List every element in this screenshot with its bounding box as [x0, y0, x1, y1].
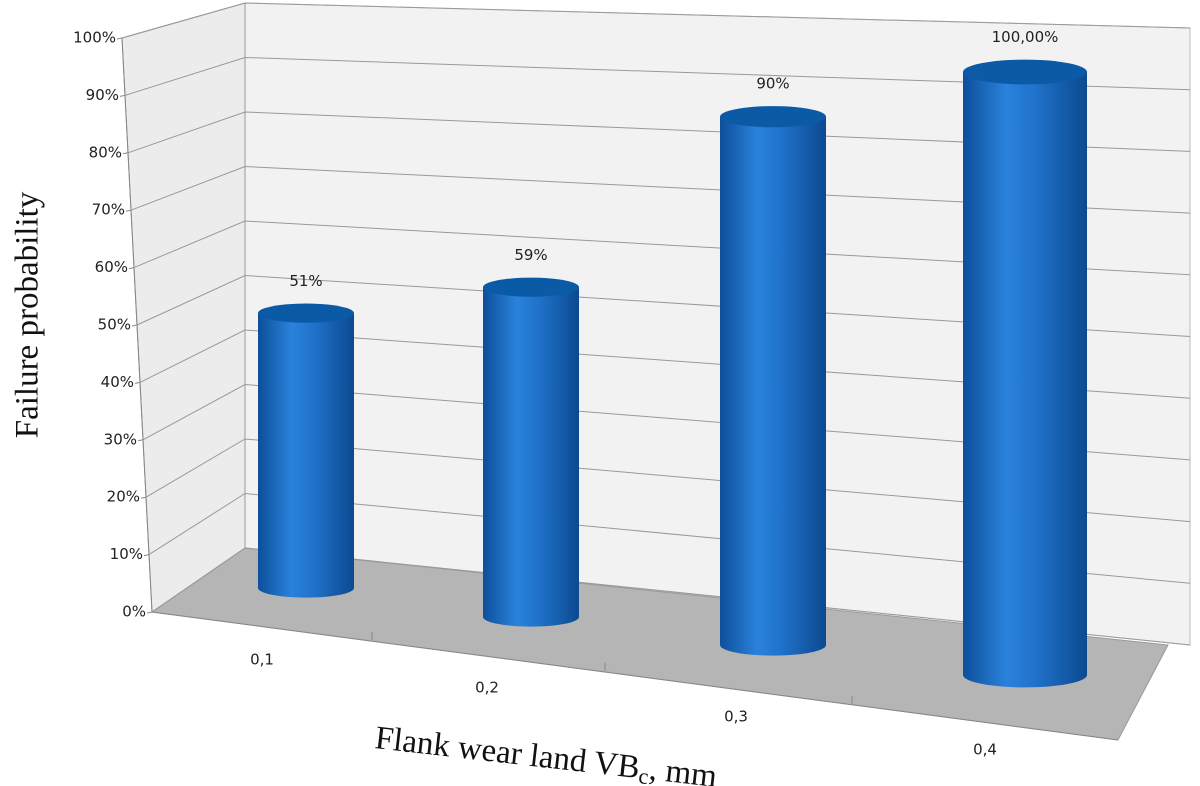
value-label: 90% — [756, 75, 789, 93]
y-tick — [131, 324, 138, 327]
grid-line — [148, 492, 1191, 584]
y-tick-label: 20% — [107, 488, 140, 506]
grid-line — [130, 165, 1191, 214]
x-axis-title-subscript: c — [637, 763, 650, 786]
grid-line — [133, 220, 1191, 276]
bar-top — [720, 106, 826, 128]
bar-body — [483, 287, 579, 627]
x-tick-label: 0,4 — [973, 741, 997, 759]
y-tick — [125, 209, 132, 212]
y-tick-label: 10% — [110, 545, 143, 563]
x-tick-label: 0,3 — [724, 708, 748, 726]
bar-body — [258, 313, 354, 598]
y-tick — [143, 554, 150, 557]
y-tick — [119, 94, 126, 97]
bar — [720, 106, 826, 656]
bar-top — [963, 59, 1087, 85]
grid-line — [142, 383, 1191, 461]
y-tick — [137, 439, 144, 442]
bar — [963, 59, 1087, 688]
y-axis — [121, 37, 153, 613]
value-label: 100,00% — [992, 28, 1059, 46]
y-axis-title: Failure probability — [10, 191, 46, 438]
x-tick-label: 0,2 — [475, 679, 499, 697]
bar — [258, 303, 354, 598]
y-tick-label: 70% — [92, 201, 125, 219]
y-tick-label: 30% — [104, 430, 137, 448]
bar-top — [258, 303, 354, 323]
grid-line — [145, 438, 1191, 523]
grid-line — [151, 547, 1191, 646]
bar-top — [483, 277, 579, 297]
y-tick-label: 50% — [98, 316, 131, 334]
y-tick — [128, 267, 135, 270]
y-tick-label: 0% — [122, 603, 146, 621]
y-tick-label: 80% — [89, 143, 122, 161]
y-tick — [140, 496, 147, 499]
grid-line — [127, 111, 1191, 154]
value-label: 51% — [289, 272, 322, 290]
bar — [483, 277, 579, 627]
bar-body — [963, 72, 1087, 688]
side-wall — [121, 2, 246, 613]
grid-line — [136, 274, 1191, 337]
grid-line — [124, 56, 1191, 96]
y-tick — [134, 381, 141, 384]
x-axis — [151, 611, 1119, 741]
y-tick-label: 60% — [95, 258, 128, 276]
y-tick — [122, 152, 129, 155]
y-tick — [146, 611, 153, 614]
y-tick — [116, 37, 123, 40]
grid-line — [139, 329, 1191, 399]
x-axis-title-suffix: , mm — [647, 751, 719, 786]
y-tick-label: 90% — [86, 86, 119, 104]
x-tick-label: 0,1 — [250, 651, 274, 669]
x-axis-title: Flank wear land VBc, mm — [373, 720, 719, 786]
grid-line — [121, 2, 1191, 39]
value-label: 59% — [514, 246, 547, 264]
x-axis-title-main: Flank wear land VB — [373, 720, 641, 786]
bar-body — [720, 116, 826, 656]
y-tick-label: 40% — [101, 373, 134, 391]
y-tick-label: 100% — [73, 29, 116, 47]
